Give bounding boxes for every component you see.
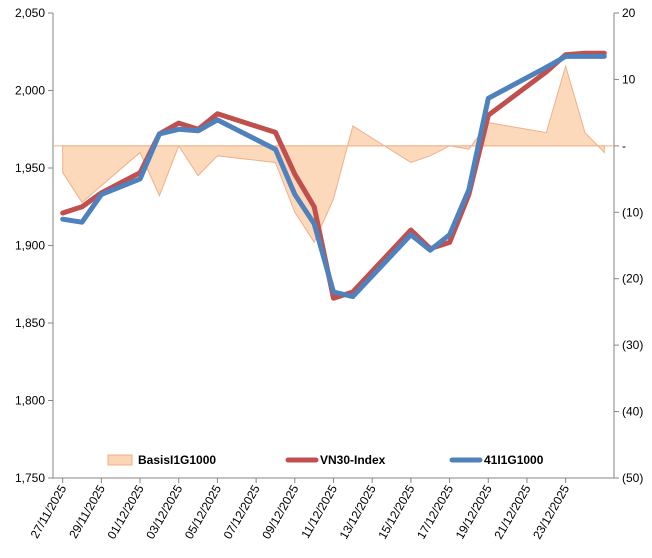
line-layer <box>60 50 607 301</box>
y-left-tick-label: 1,850 <box>15 316 45 330</box>
x-tick-label: 23/12/2025 <box>530 482 572 541</box>
x-tick-label: 11/12/2025 <box>298 482 340 541</box>
legend-label: VN30-Index <box>320 453 386 467</box>
y-right-tick-label: (10) <box>622 205 643 219</box>
x-tick-label: 01/12/2025 <box>104 482 146 541</box>
legend-label: BasisI1G1000 <box>138 453 216 467</box>
y-left-tick-label: 2,000 <box>15 84 45 98</box>
y-right-tick-label: - <box>622 139 626 153</box>
legend-label: 41I1G1000 <box>484 453 544 467</box>
y-right-tick-label: (30) <box>622 338 643 352</box>
y-right-tick-label: 10 <box>622 72 636 86</box>
x-tick-label: 29/11/2025 <box>66 482 108 541</box>
y-left-tick-label: 1,900 <box>15 239 45 253</box>
y-right-tick-label: (50) <box>622 471 643 485</box>
area-layer <box>53 64 614 244</box>
legend-swatch-basis <box>107 454 133 466</box>
y-right-tick-label: (20) <box>622 272 643 286</box>
y-left-tick-label: 1,750 <box>15 471 45 485</box>
y-right-tick-label: (40) <box>622 405 643 419</box>
series-line-41i1g1000 <box>60 53 607 300</box>
x-tick-label: 13/12/2025 <box>337 482 379 541</box>
y-left-tick-label: 2,050 <box>15 6 45 20</box>
y-left-tick-label: 1,800 <box>15 394 45 408</box>
x-tick-label: 21/12/2025 <box>491 482 533 541</box>
x-tick-label: 03/12/2025 <box>143 482 185 541</box>
x-tick-label: 07/12/2025 <box>221 482 263 541</box>
x-tick-label: 19/12/2025 <box>453 482 495 541</box>
legend: BasisI1G1000 VN30-Index 41I1G1000 <box>107 453 544 467</box>
x-tick-label: 15/12/2025 <box>375 482 417 541</box>
x-tick-label: 05/12/2025 <box>182 482 224 541</box>
y-right-tick-label: 20 <box>622 6 636 20</box>
series-area-basis <box>62 64 605 244</box>
x-tick-label: 17/12/2025 <box>414 482 456 541</box>
x-tick-label: 09/12/2025 <box>259 482 301 541</box>
y-left-tick-label: 1,950 <box>15 161 45 175</box>
x-tick-label: 27/11/2025 <box>28 482 70 541</box>
